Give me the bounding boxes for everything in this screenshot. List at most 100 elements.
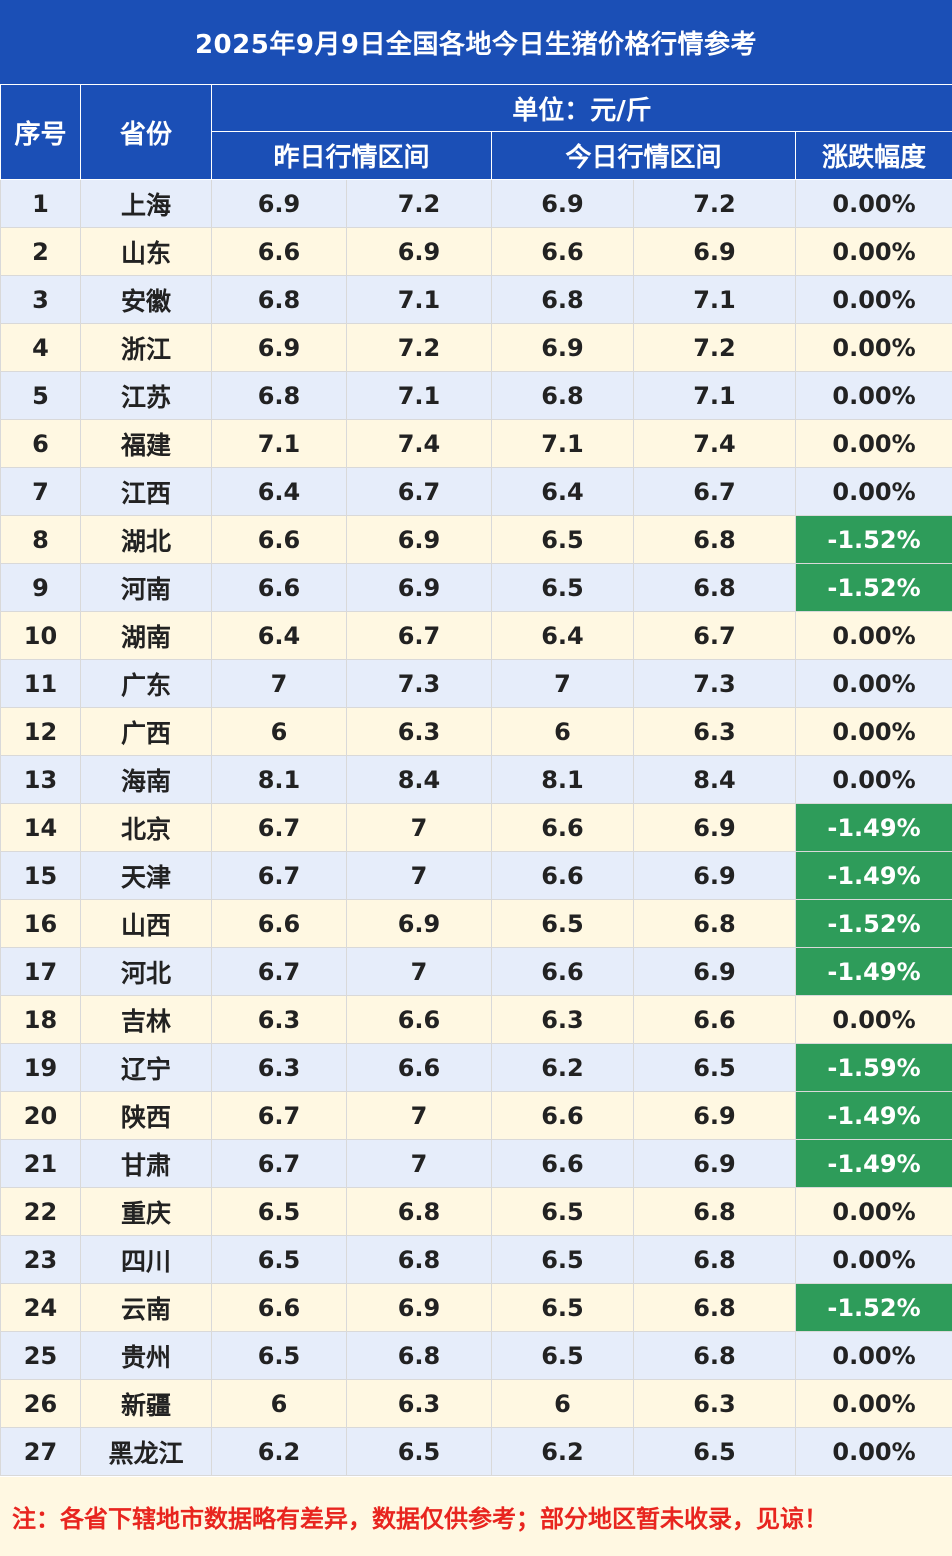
today-high-price: 7.1 bbox=[633, 275, 796, 324]
row-index: 26 bbox=[0, 1379, 81, 1428]
yesterday-high-price: 6.9 bbox=[346, 1283, 492, 1332]
today-high-price: 6.9 bbox=[633, 803, 796, 852]
change-percent: 0.00% bbox=[794, 707, 952, 756]
province-cell: 天津 bbox=[80, 851, 212, 900]
change-percent: -1.52% bbox=[794, 515, 952, 564]
today-low-price: 6.5 bbox=[491, 1283, 634, 1332]
change-percent: -1.49% bbox=[794, 947, 952, 996]
yesterday-low-price: 6 bbox=[211, 707, 347, 756]
today-high-price: 6.6 bbox=[633, 995, 796, 1044]
row-index: 22 bbox=[0, 1187, 81, 1236]
today-low-price: 6.4 bbox=[491, 611, 634, 660]
yesterday-low-price: 6.4 bbox=[211, 467, 347, 516]
yesterday-low-price: 6.9 bbox=[211, 179, 347, 228]
province-cell: 福建 bbox=[80, 419, 212, 468]
today-low-price: 6.6 bbox=[491, 803, 634, 852]
change-percent: 0.00% bbox=[794, 1235, 952, 1284]
table-row: 17 河北 6.7 7 6.6 6.9 -1.49% bbox=[0, 947, 952, 996]
change-percent: 0.00% bbox=[794, 419, 952, 468]
today-high-price: 7.3 bbox=[633, 659, 796, 708]
province-cell: 山西 bbox=[80, 899, 212, 948]
change-percent: 0.00% bbox=[794, 275, 952, 324]
change-percent: 0.00% bbox=[794, 1187, 952, 1236]
today-low-price: 6.9 bbox=[491, 179, 634, 228]
header-province: 省份 bbox=[80, 84, 212, 180]
table-row: 11 广东 7 7.3 7 7.3 0.00% bbox=[0, 659, 952, 708]
province-cell: 辽宁 bbox=[80, 1043, 212, 1092]
table-row: 26 新疆 6 6.3 6 6.3 0.00% bbox=[0, 1379, 952, 1428]
province-cell: 四川 bbox=[80, 1235, 212, 1284]
today-low-price: 7 bbox=[491, 659, 634, 708]
today-high-price: 6.8 bbox=[633, 515, 796, 564]
today-high-price: 6.9 bbox=[633, 1091, 796, 1140]
table-body: 1 上海 6.9 7.2 6.9 7.2 0.00% 2 山东 6.6 6.9 6.6 6.9 0.00%… bbox=[0, 179, 952, 1476]
yesterday-high-price: 7 bbox=[346, 851, 492, 900]
today-high-price: 6.3 bbox=[633, 707, 796, 756]
yesterday-high-price: 7.3 bbox=[346, 659, 492, 708]
change-percent: 0.00% bbox=[794, 755, 952, 804]
yesterday-low-price: 6.6 bbox=[211, 515, 347, 564]
change-percent: -1.59% bbox=[794, 1043, 952, 1092]
yesterday-low-price: 8.1 bbox=[211, 755, 347, 804]
today-high-price: 6.9 bbox=[633, 227, 796, 276]
table-row: 1 上海 6.9 7.2 6.9 7.2 0.00% bbox=[0, 179, 952, 228]
today-low-price: 6.6 bbox=[491, 227, 634, 276]
yesterday-high-price: 6.7 bbox=[346, 467, 492, 516]
row-index: 9 bbox=[0, 563, 81, 612]
today-low-price: 6 bbox=[491, 1379, 634, 1428]
yesterday-high-price: 7 bbox=[346, 803, 492, 852]
header-today-range: 今日行情区间 bbox=[491, 131, 796, 180]
today-low-price: 6.5 bbox=[491, 1187, 634, 1236]
row-index: 21 bbox=[0, 1139, 81, 1188]
today-high-price: 6.9 bbox=[633, 947, 796, 996]
yesterday-low-price: 7.1 bbox=[211, 419, 347, 468]
today-low-price: 6.5 bbox=[491, 899, 634, 948]
today-high-price: 6.3 bbox=[633, 1379, 796, 1428]
change-percent: -1.49% bbox=[794, 1139, 952, 1188]
change-percent: 0.00% bbox=[794, 1379, 952, 1428]
table-row: 7 江西 6.4 6.7 6.4 6.7 0.00% bbox=[0, 467, 952, 516]
table-row: 10 湖南 6.4 6.7 6.4 6.7 0.00% bbox=[0, 611, 952, 660]
yesterday-high-price: 6.8 bbox=[346, 1187, 492, 1236]
change-percent: 0.00% bbox=[794, 1427, 952, 1476]
province-cell: 新疆 bbox=[80, 1379, 212, 1428]
table-row: 13 海南 8.1 8.4 8.1 8.4 0.00% bbox=[0, 755, 952, 804]
today-low-price: 6.4 bbox=[491, 467, 634, 516]
change-percent: 0.00% bbox=[794, 227, 952, 276]
table-row: 23 四川 6.5 6.8 6.5 6.8 0.00% bbox=[0, 1235, 952, 1284]
row-index: 7 bbox=[0, 467, 81, 516]
yesterday-low-price: 6 bbox=[211, 1379, 347, 1428]
today-high-price: 7.1 bbox=[633, 371, 796, 420]
yesterday-low-price: 6.7 bbox=[211, 947, 347, 996]
today-low-price: 6.6 bbox=[491, 1139, 634, 1188]
today-high-price: 6.7 bbox=[633, 611, 796, 660]
province-cell: 海南 bbox=[80, 755, 212, 804]
today-low-price: 8.1 bbox=[491, 755, 634, 804]
table-row: 22 重庆 6.5 6.8 6.5 6.8 0.00% bbox=[0, 1187, 952, 1236]
today-low-price: 6.8 bbox=[491, 371, 634, 420]
table-row: 21 甘肃 6.7 7 6.6 6.9 -1.49% bbox=[0, 1139, 952, 1188]
today-low-price: 6.6 bbox=[491, 1091, 634, 1140]
yesterday-low-price: 6.6 bbox=[211, 899, 347, 948]
yesterday-low-price: 6.5 bbox=[211, 1187, 347, 1236]
today-low-price: 6 bbox=[491, 707, 634, 756]
yesterday-low-price: 6.8 bbox=[211, 371, 347, 420]
yesterday-high-price: 6.9 bbox=[346, 899, 492, 948]
table-row: 2 山东 6.6 6.9 6.6 6.9 0.00% bbox=[0, 227, 952, 276]
yesterday-high-price: 6.6 bbox=[346, 1043, 492, 1092]
province-cell: 江西 bbox=[80, 467, 212, 516]
province-cell: 贵州 bbox=[80, 1331, 212, 1380]
table-row: 6 福建 7.1 7.4 7.1 7.4 0.00% bbox=[0, 419, 952, 468]
province-cell: 吉林 bbox=[80, 995, 212, 1044]
today-high-price: 6.8 bbox=[633, 1235, 796, 1284]
today-low-price: 6.2 bbox=[491, 1043, 634, 1092]
yesterday-high-price: 7.2 bbox=[346, 323, 492, 372]
today-low-price: 6.5 bbox=[491, 563, 634, 612]
yesterday-high-price: 6.6 bbox=[346, 995, 492, 1044]
row-index: 16 bbox=[0, 899, 81, 948]
row-index: 27 bbox=[0, 1427, 81, 1476]
page-title: 2025年9月9日全国各地今日生猪价格行情参考 bbox=[0, 0, 952, 84]
yesterday-low-price: 6.7 bbox=[211, 851, 347, 900]
table-header: 序号 省份 单位：元/斤 昨日行情区间 今日行情区间 涨跌幅度 bbox=[0, 84, 952, 180]
change-percent: -1.49% bbox=[794, 803, 952, 852]
